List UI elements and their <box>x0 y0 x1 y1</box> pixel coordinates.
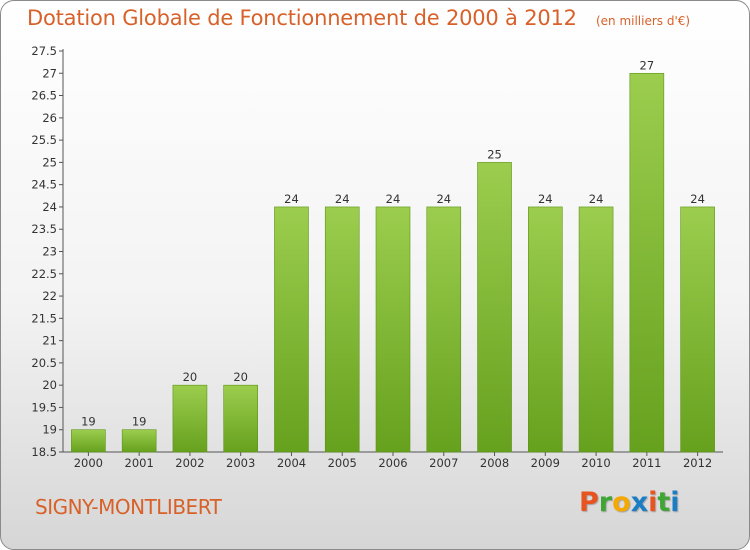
y-tick-label: 23 <box>42 245 57 259</box>
bars: 19 19 20 20 24 24 24 24 25 24 24 27 24 <box>71 58 715 453</box>
x-tick-label: 2009 <box>531 456 560 470</box>
y-tick-label: 19 <box>42 423 57 437</box>
bar-value-label: 24 <box>386 192 401 206</box>
bar-2006 <box>375 206 411 453</box>
logo-letter: P <box>579 487 599 518</box>
y-tick-label: 21.5 <box>31 311 57 325</box>
bar-2005 <box>324 206 360 453</box>
logo-letter: t <box>657 487 671 518</box>
bar-2007 <box>426 206 462 453</box>
x-tick-label: 2005 <box>328 456 357 470</box>
x-tick-label: 2004 <box>277 456 306 470</box>
bar-value-label: 24 <box>284 192 299 206</box>
y-tick-label: 23.5 <box>31 222 57 236</box>
y-tick-label: 27.5 <box>31 44 57 58</box>
y-tick-label: 26 <box>42 111 57 125</box>
bar-2000 <box>71 429 106 453</box>
bar-value-label: 24 <box>335 192 350 206</box>
y-tick-label: 20 <box>42 378 57 392</box>
bar-2008 <box>477 162 512 453</box>
bar-2003 <box>223 384 258 453</box>
bar-2011 <box>629 72 665 453</box>
y-tick-label: 25 <box>42 155 57 169</box>
chart-title-row: Dotation Globale de Fonctionnement de 20… <box>27 6 690 30</box>
y-tick-label: 18.5 <box>31 445 57 459</box>
chart-title: Dotation Globale de Fonctionnement de 20… <box>27 6 577 30</box>
x-tick-label: 2011 <box>632 456 661 470</box>
x-tick-label: 2010 <box>581 456 610 470</box>
bar-2004 <box>274 206 309 453</box>
bar-value-label: 20 <box>233 370 248 384</box>
logo-letter: i <box>670 487 680 518</box>
bar-value-label: 20 <box>183 370 198 384</box>
y-tick-label: 22 <box>42 289 57 303</box>
bar-2009 <box>528 206 563 453</box>
bar-value-label: 24 <box>538 192 553 206</box>
proxiti-logo: Proxiti <box>579 487 680 518</box>
bar-value-label: 27 <box>640 58 655 72</box>
logo-letter: i <box>648 487 658 518</box>
x-tick-label: 2001 <box>125 456 154 470</box>
y-tick-label: 26.5 <box>31 89 57 103</box>
chart-subtitle: (en milliers d'€) <box>595 14 691 28</box>
bar-value-label: 24 <box>589 192 604 206</box>
x-tick-label: 2007 <box>429 456 458 470</box>
bar-value-label: 25 <box>487 147 502 161</box>
bar-value-label: 19 <box>132 415 147 429</box>
x-tick-label: 2012 <box>683 456 712 470</box>
bar-2002 <box>172 384 208 453</box>
commune-name: SIGNY-MONTLIBERT <box>35 495 222 519</box>
bar-2001 <box>121 429 157 453</box>
y-tick-label: 19.5 <box>31 400 57 414</box>
x-tick-label: 2006 <box>378 456 407 470</box>
y-tick-label: 22.5 <box>31 267 57 281</box>
y-tick-label: 20.5 <box>31 356 57 370</box>
logo-letter: r <box>598 487 613 518</box>
bar-value-label: 24 <box>690 192 705 206</box>
x-tick-label: 2002 <box>175 456 204 470</box>
bar-value-label: 24 <box>436 192 451 206</box>
bar-2012 <box>680 206 715 453</box>
y-tick-label: 24.5 <box>31 178 57 192</box>
x-axis: 2000 2001 2002 2003 2004 2005 2006 2007 2008 2009… <box>63 451 723 470</box>
logo-letter: o <box>612 487 631 518</box>
y-tick-label: 27 <box>42 66 57 80</box>
bar-2010 <box>578 206 614 453</box>
x-tick-label: 2003 <box>226 456 255 470</box>
logo-letter: x <box>630 487 649 518</box>
y-tick-label: 24 <box>42 200 57 214</box>
y-tick-label: 25.5 <box>31 133 57 147</box>
x-tick-label: 2008 <box>480 456 509 470</box>
bar-value-label: 19 <box>81 415 96 429</box>
x-tick-label: 2000 <box>74 456 103 470</box>
y-tick-label: 21 <box>42 334 57 348</box>
y-axis: 18.5 19 19.5 20 20.5 21 21.5 22 22.5 23 23.5 24 24.5… <box>31 44 64 459</box>
